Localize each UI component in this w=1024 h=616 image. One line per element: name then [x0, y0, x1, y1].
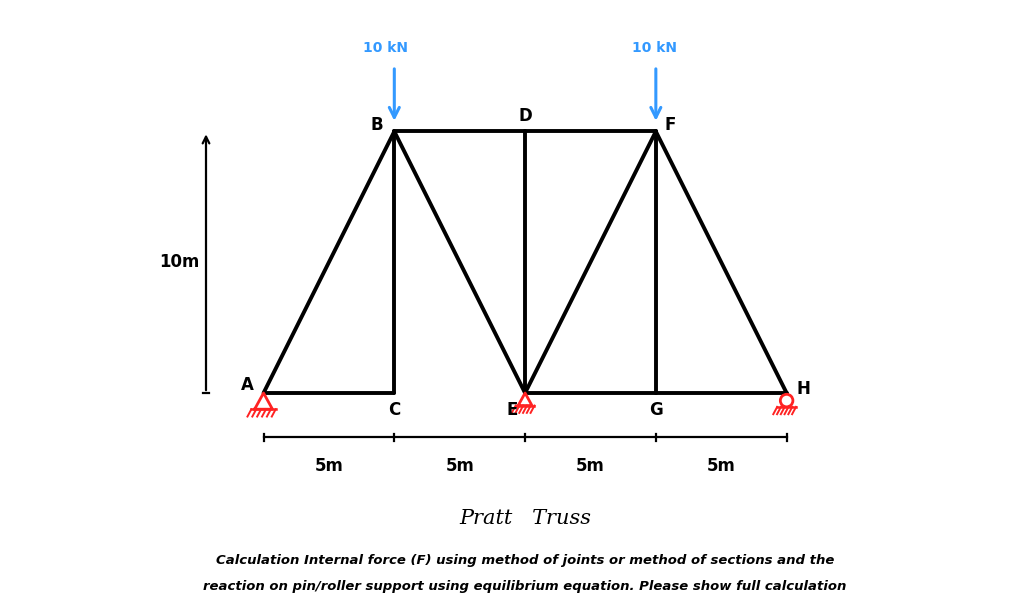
Text: H: H: [797, 380, 811, 398]
Text: 10 kN: 10 kN: [632, 41, 677, 55]
Text: 10m: 10m: [160, 253, 200, 271]
Text: 5m: 5m: [445, 457, 474, 475]
Text: reaction on pin/roller support using equilibrium equation. Please show full calc: reaction on pin/roller support using equ…: [204, 580, 847, 593]
Text: 5m: 5m: [707, 457, 735, 475]
Text: Calculation Internal force (F) using method of joints or method of sections and : Calculation Internal force (F) using met…: [216, 554, 835, 567]
Text: G: G: [649, 401, 663, 419]
Text: 10 kN: 10 kN: [362, 41, 408, 55]
Text: B: B: [371, 116, 384, 134]
Text: 5m: 5m: [314, 457, 343, 475]
Text: C: C: [388, 401, 400, 419]
Text: A: A: [242, 376, 254, 394]
Text: E: E: [506, 401, 518, 419]
Text: F: F: [665, 116, 676, 134]
Text: 5m: 5m: [577, 457, 605, 475]
Text: D: D: [518, 107, 531, 125]
Text: Pratt   Truss: Pratt Truss: [459, 509, 591, 528]
